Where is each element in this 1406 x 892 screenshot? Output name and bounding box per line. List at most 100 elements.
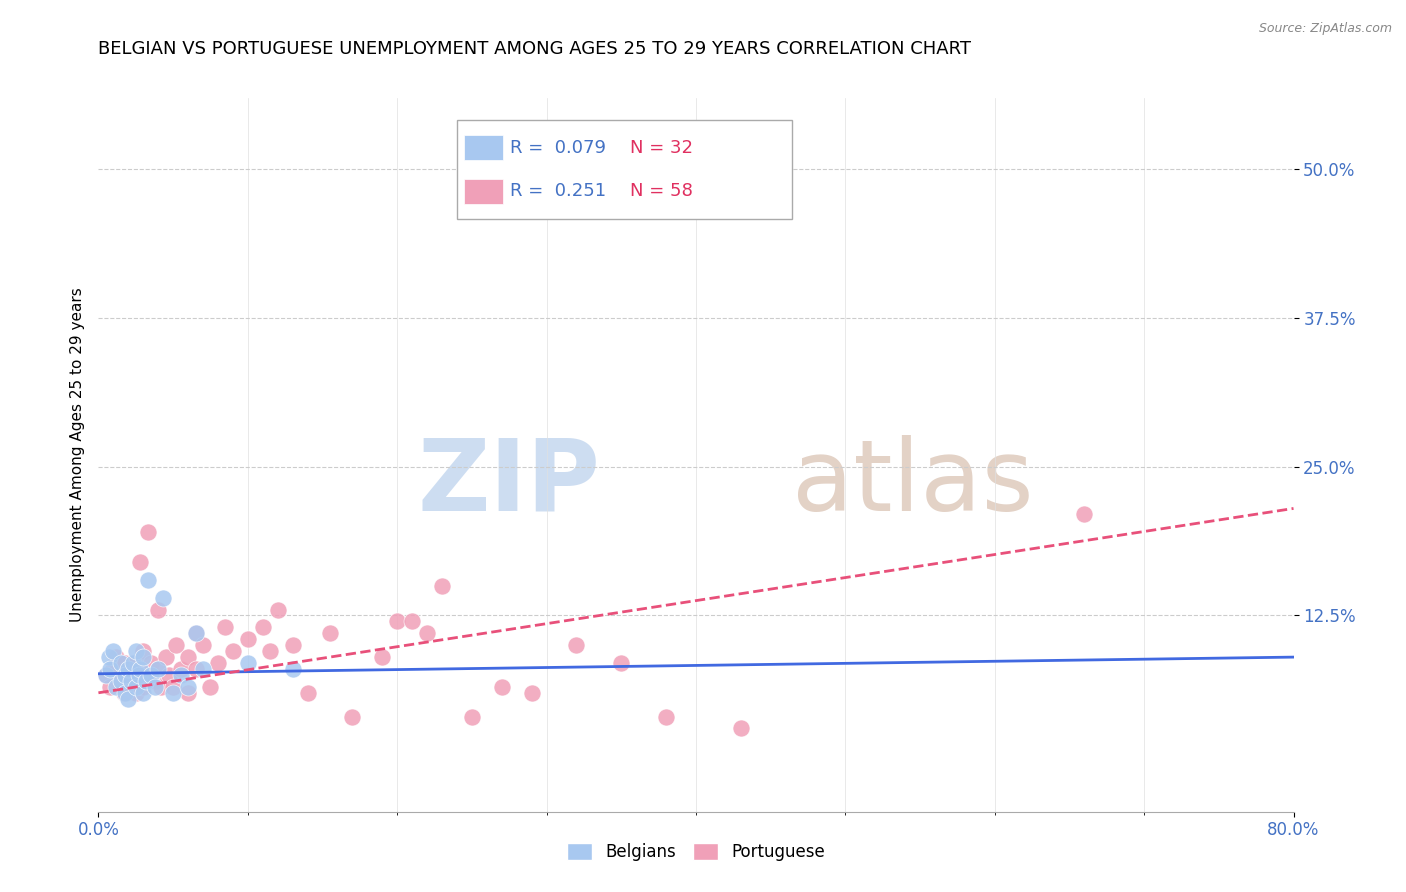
- Point: [162, 680, 184, 694]
- Point: [132, 644, 155, 658]
- Text: ZIP: ZIP: [418, 435, 600, 532]
- Point: [157, 668, 180, 682]
- Point: [136, 525, 159, 540]
- Point: [114, 656, 136, 670]
- Point: [385, 615, 409, 629]
- Point: [252, 620, 274, 634]
- Point: [117, 680, 139, 694]
- Point: [730, 722, 752, 736]
- Text: N = 58: N = 58: [630, 183, 693, 201]
- Text: Source: ZipAtlas.com: Source: ZipAtlas.com: [1258, 22, 1392, 36]
- Point: [139, 656, 162, 670]
- Point: [169, 662, 191, 676]
- Point: [319, 626, 342, 640]
- Point: [139, 668, 162, 682]
- Point: [135, 673, 157, 688]
- Point: [148, 662, 170, 676]
- Point: [121, 656, 143, 670]
- Point: [105, 680, 128, 694]
- Point: [94, 668, 117, 682]
- Point: [103, 644, 125, 658]
- Point: [143, 680, 166, 694]
- Point: [565, 638, 588, 652]
- Point: [150, 680, 173, 694]
- Point: [114, 668, 136, 682]
- Point: [136, 573, 159, 587]
- Point: [117, 662, 139, 676]
- Point: [281, 662, 304, 676]
- Point: [461, 709, 484, 723]
- Point: [165, 638, 187, 652]
- Point: [520, 686, 543, 700]
- Point: [94, 668, 117, 682]
- Point: [98, 680, 122, 694]
- Point: [110, 673, 132, 688]
- Point: [129, 662, 152, 676]
- Text: R =  0.079: R = 0.079: [510, 138, 606, 156]
- Point: [416, 626, 439, 640]
- Point: [155, 650, 177, 665]
- Text: N = 32: N = 32: [630, 138, 693, 156]
- Point: [191, 662, 214, 676]
- Point: [162, 686, 184, 700]
- Point: [236, 656, 259, 670]
- Point: [491, 680, 513, 694]
- Point: [177, 686, 200, 700]
- Point: [110, 656, 132, 670]
- Text: R =  0.251: R = 0.251: [510, 183, 606, 201]
- Point: [112, 686, 135, 700]
- Point: [1073, 508, 1095, 522]
- Point: [281, 638, 304, 652]
- Point: [342, 709, 364, 723]
- Point: [191, 638, 214, 652]
- Point: [143, 673, 166, 688]
- Point: [207, 656, 229, 670]
- Point: [117, 662, 139, 676]
- Point: [139, 668, 162, 682]
- Point: [214, 620, 236, 634]
- Point: [132, 650, 155, 665]
- Text: BELGIAN VS PORTUGUESE UNEMPLOYMENT AMONG AGES 25 TO 29 YEARS CORRELATION CHART: BELGIAN VS PORTUGUESE UNEMPLOYMENT AMONG…: [98, 40, 972, 58]
- Point: [105, 650, 128, 665]
- Point: [97, 650, 120, 665]
- Point: [297, 686, 319, 700]
- Point: [184, 626, 207, 640]
- Point: [117, 691, 139, 706]
- Point: [148, 662, 170, 676]
- Point: [184, 626, 207, 640]
- Point: [132, 686, 155, 700]
- Point: [200, 680, 222, 694]
- Point: [132, 680, 155, 694]
- Point: [610, 656, 633, 670]
- Point: [222, 644, 245, 658]
- Point: [128, 668, 150, 682]
- Point: [125, 656, 148, 670]
- Y-axis label: Unemployment Among Ages 25 to 29 years: Unemployment Among Ages 25 to 29 years: [69, 287, 84, 623]
- Point: [103, 662, 125, 676]
- Point: [120, 673, 142, 688]
- Point: [430, 579, 453, 593]
- Point: [120, 673, 142, 688]
- Point: [259, 644, 281, 658]
- Text: atlas: atlas: [792, 435, 1033, 532]
- Point: [177, 650, 200, 665]
- Point: [236, 632, 259, 647]
- Point: [177, 680, 200, 694]
- Point: [125, 680, 148, 694]
- Point: [371, 650, 394, 665]
- Point: [125, 644, 148, 658]
- Point: [152, 591, 174, 605]
- Point: [129, 555, 152, 569]
- Point: [148, 602, 170, 616]
- Point: [125, 686, 148, 700]
- Point: [98, 662, 122, 676]
- Point: [184, 662, 207, 676]
- Point: [128, 668, 150, 682]
- Legend: Belgians, Portuguese: Belgians, Portuguese: [561, 836, 831, 868]
- Point: [655, 709, 678, 723]
- Point: [114, 686, 136, 700]
- Point: [110, 673, 132, 688]
- Point: [169, 668, 191, 682]
- Point: [267, 602, 290, 616]
- Point: [401, 615, 423, 629]
